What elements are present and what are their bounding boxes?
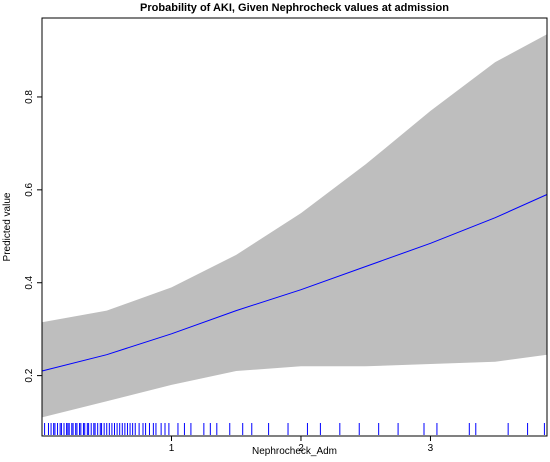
y-tick-label: 0.6	[24, 182, 35, 196]
chart-title: Probability of AKI, Given Nephrocheck va…	[140, 2, 449, 14]
x-tick-label: 2	[298, 443, 304, 454]
confidence-band	[42, 34, 547, 418]
confidence-band-layer	[42, 34, 547, 418]
x-tick-label: 3	[428, 443, 434, 454]
plot-frame	[41, 17, 548, 437]
x-axis-label: Nephrocheck_Adm	[252, 446, 337, 457]
rug-layer	[44, 423, 545, 435]
y-axis: 0.2 0.4 0.6 0.8	[24, 90, 42, 383]
y-tick-label: 0.4	[24, 275, 35, 289]
fit-line-layer	[41, 194, 548, 372]
y-axis-label: Predicted value	[2, 192, 13, 261]
y-tick-label: 0.2	[24, 368, 35, 382]
x-tick-label: 1	[169, 443, 175, 454]
x-axis: 1 2 3	[169, 436, 434, 454]
fit-line	[41, 194, 548, 372]
y-tick-label: 0.8	[24, 90, 35, 104]
